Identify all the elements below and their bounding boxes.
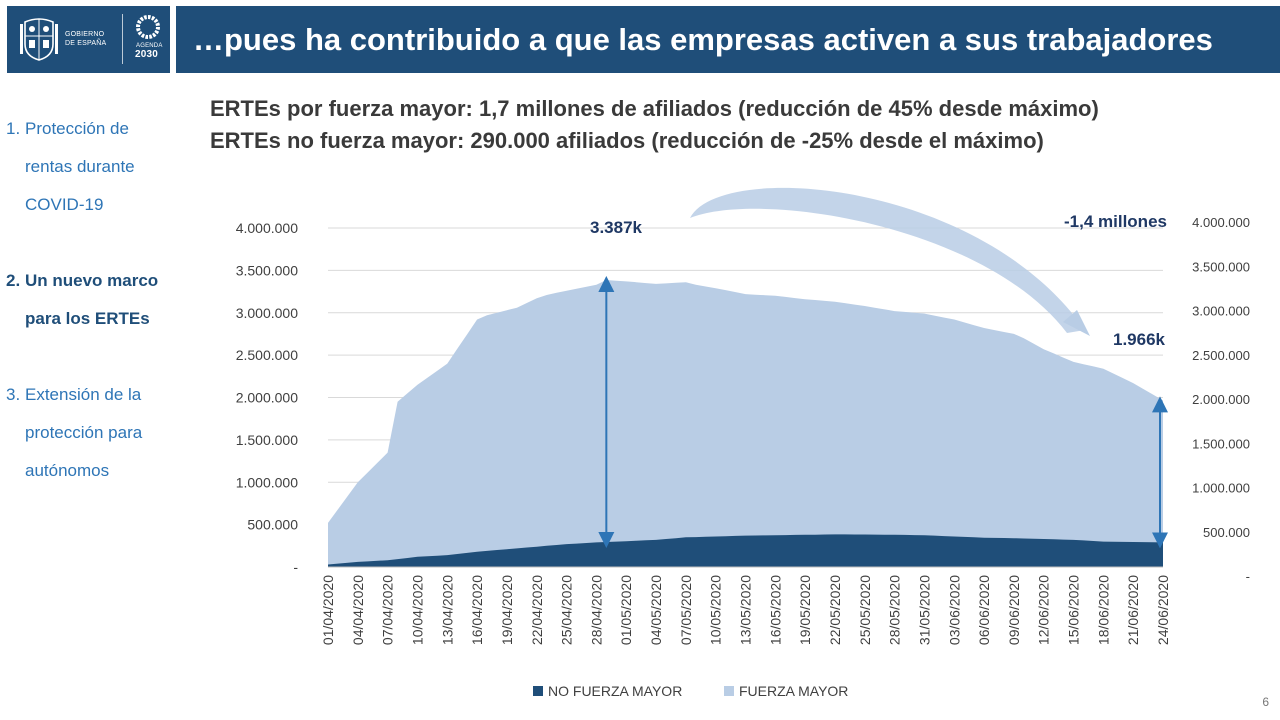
x-tick-label: 22/04/2020 (529, 575, 545, 645)
gov-line2: DE ESPAÑA (65, 40, 107, 47)
sidebar-item-number: 3. (6, 385, 21, 404)
y-right-tick-label: 1.500.000 (1192, 436, 1250, 451)
sidebar-item-nuevo-marco-ertes[interactable]: 2. Un nuevo marco para los ERTEs (0, 262, 180, 338)
sidebar-item-line: Un nuevo marco (25, 271, 159, 290)
government-logo-block: GOBIERNO DE ESPAÑA AGENDA 2030 (7, 6, 170, 73)
drop-annotation: -1,4 millones (1064, 212, 1167, 231)
agenda-2030-wheel-icon (136, 15, 160, 39)
sidebar-item-proteccion-rentas[interactable]: 1. Protección de rentas durante COVID-19 (0, 110, 180, 224)
x-tick-label: 19/04/2020 (499, 575, 515, 645)
x-tick-label: 03/06/2020 (946, 575, 962, 645)
gov-line1: GOBIERNO (65, 31, 105, 38)
sidebar-item-line: Extensión de la (25, 385, 142, 404)
x-tick-label: 24/06/2020 (1155, 575, 1171, 645)
x-tick-label: 01/04/2020 (320, 575, 336, 645)
fuerza-mayor-area (328, 280, 1163, 567)
header: GOBIERNO DE ESPAÑA AGENDA 2030 …pues ha … (0, 0, 1280, 77)
y-left-tick-label: 3.000.000 (236, 305, 298, 321)
legend-label-fuerza-mayor: FUERZA MAYOR (739, 683, 848, 699)
sidebar-item-line: rentas durante (25, 157, 135, 176)
y-left-tick-label: 2.000.000 (236, 390, 298, 406)
page-title: …pues ha contribuido a que las empresas … (193, 22, 1213, 57)
x-tick-label: 07/05/2020 (678, 575, 694, 645)
sidebar-item-line: COVID-19 (25, 195, 104, 214)
x-tick-label: 28/05/2020 (887, 575, 903, 645)
sidebar-item-line: para los ERTEs (25, 309, 150, 328)
title-bar: …pues ha contribuido a que las empresas … (176, 6, 1280, 73)
y-left-tick-label: 1.000.000 (236, 474, 298, 490)
x-tick-label: 04/05/2020 (648, 575, 664, 645)
x-tick-label: 28/04/2020 (588, 575, 604, 645)
y-left-tick-label: 3.500.000 (236, 262, 298, 278)
sidebar-item-proteccion-autonomos[interactable]: 3. Extensión de la protección para autón… (0, 376, 180, 490)
peak-annotation: 3.387k (590, 218, 643, 237)
y-left-tick-label: 1.500.000 (236, 432, 298, 448)
coat-of-arms-icon (20, 18, 58, 61)
y-right-tick-label: 3.500.000 (1192, 259, 1250, 274)
y-right-tick-label: 500.000 (1203, 525, 1250, 540)
y-left-tick-label: 500.000 (247, 517, 298, 533)
y-left-tick-label: - (293, 559, 298, 575)
x-tick-label: 21/06/2020 (1125, 575, 1141, 645)
y-right-tick-label: 4.000.000 (1192, 215, 1250, 230)
x-tick-label: 25/04/2020 (559, 575, 575, 645)
sidebar-item-line: Protección de (25, 119, 129, 138)
x-tick-label: 06/06/2020 (976, 575, 992, 645)
sidebar-nav: 1. Protección de rentas durante COVID-19… (0, 110, 180, 490)
legend-swatch-fuerza-mayor (724, 686, 734, 696)
x-tick-label: 15/06/2020 (1066, 575, 1082, 645)
x-tick-label: 13/04/2020 (439, 575, 455, 645)
x-tick-label: 01/05/2020 (618, 575, 634, 645)
page-number: 6 (1262, 695, 1269, 709)
subtitle-no-fuerza-mayor: ERTEs no fuerza mayor: 290.000 afiliados… (210, 128, 1044, 153)
x-tick-label: 04/04/2020 (350, 575, 366, 645)
x-tick-label: 10/05/2020 (708, 575, 724, 645)
x-tick-label: 13/05/2020 (738, 575, 754, 645)
curved-arrow-shape (690, 187, 1085, 333)
sidebar-item-number: 2. (6, 271, 21, 290)
subtitle-fuerza-mayor: ERTEs por fuerza mayor: 1,7 millones de … (210, 96, 1099, 121)
x-tick-label: 25/05/2020 (857, 575, 873, 645)
curved-arrow-head (1063, 310, 1090, 336)
y-right-tick-label: 2.500.000 (1192, 348, 1250, 363)
x-tick-label: 31/05/2020 (916, 575, 932, 645)
end-annotation: 1.966k (1113, 330, 1166, 349)
y-left-tick-label: 2.500.000 (236, 347, 298, 363)
y-left-tick-label: 4.000.000 (236, 220, 298, 236)
y-right-tick-label: 2.000.000 (1192, 392, 1250, 407)
legend-label-no-fuerza-mayor: NO FUERZA MAYOR (548, 683, 682, 699)
x-tick-label: 16/04/2020 (469, 575, 485, 645)
no-fuerza-mayor-area (328, 534, 1163, 567)
y-right-tick-label: 1.000.000 (1192, 481, 1250, 496)
x-tick-label: 09/06/2020 (1006, 575, 1022, 645)
agenda-line2: 2030 (135, 49, 159, 60)
sidebar-item-number: 1. (6, 119, 21, 138)
sidebar-item-line: autónomos (25, 461, 110, 480)
x-tick-label: 18/06/2020 (1095, 575, 1111, 645)
x-tick-label: 16/05/2020 (767, 575, 783, 645)
x-tick-label: 10/04/2020 (409, 575, 425, 645)
x-tick-label: 12/06/2020 (1036, 575, 1052, 645)
y-right-tick-label: - (1246, 569, 1250, 584)
y-right-tick-label: 3.000.000 (1192, 304, 1250, 319)
x-tick-label: 19/05/2020 (797, 575, 813, 645)
legend-swatch-no-fuerza-mayor (533, 686, 543, 696)
x-tick-label: 22/05/2020 (827, 575, 843, 645)
agenda-line1: AGENDA (136, 43, 163, 49)
sidebar-item-line: protección para (25, 423, 143, 442)
x-tick-label: 07/04/2020 (380, 575, 396, 645)
